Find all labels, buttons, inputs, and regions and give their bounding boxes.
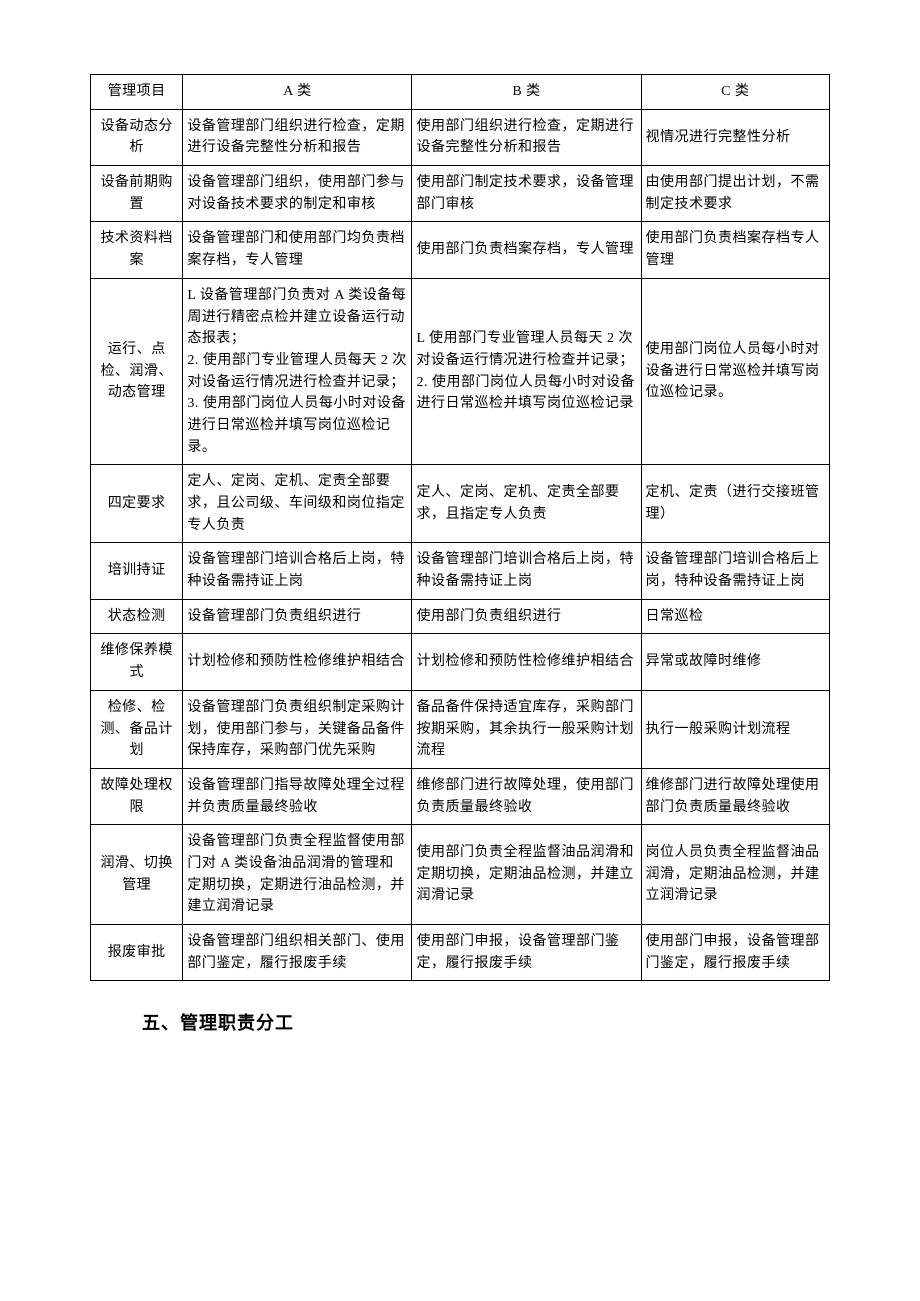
cell-a: 设备管理部门和使用部门均负责档案存档，专人管理 — [183, 222, 412, 278]
table-row: 设备前期购置设备管理部门组织，使用部门参与对设备技术要求的制定和审核使用部门制定… — [91, 166, 830, 222]
cell-b: 计划检修和预防性检修维护相结合 — [412, 634, 641, 690]
row-label: 润滑、切换管理 — [91, 825, 183, 925]
cell-a: 设备管理部门负责全程监督使用部门对 A 类设备油品润滑的管理和定期切换，定期进行… — [183, 825, 412, 925]
table-row: 运行、点检、润滑、动态管理L 设备管理部门负责对 A 类设备每周进行精密点检并建… — [91, 278, 830, 465]
row-label: 运行、点检、润滑、动态管理 — [91, 278, 183, 465]
cell-a: 设备管理部门组织进行检查，定期进行设备完整性分析和报告 — [183, 109, 412, 165]
table-row: 故障处理权限设备管理部门指导故障处理全过程并负责质量最终验收维修部门进行故障处理… — [91, 768, 830, 824]
cell-c: 日常巡检 — [641, 599, 829, 634]
cell-b: 使用部门负责档案存档，专人管理 — [412, 222, 641, 278]
table-row: 设备动态分析设备管理部门组织进行检查，定期进行设备完整性分析和报告使用部门组织进… — [91, 109, 830, 165]
cell-b: 使用部门负责组织进行 — [412, 599, 641, 634]
row-label: 四定要求 — [91, 465, 183, 543]
row-label: 维修保养模式 — [91, 634, 183, 690]
cell-b: 使用部门负责全程监督油品润滑和定期切换，定期油品检测，并建立润滑记录 — [412, 825, 641, 925]
cell-c: 使用部门申报，设备管理部门鉴定，履行报废手续 — [641, 925, 829, 981]
row-label: 故障处理权限 — [91, 768, 183, 824]
table-row: 维修保养模式计划检修和预防性检修维护相结合计划检修和预防性检修维护相结合异常或故… — [91, 634, 830, 690]
cell-b: L 使用部门专业管理人员每天 2 次对设备运行情况进行检查并记录；2. 使用部门… — [412, 278, 641, 465]
cell-a: 定人、定岗、定机、定责全部要求，且公司级、车间级和岗位指定专人负责 — [183, 465, 412, 543]
row-label: 检修、检测、备品计划 — [91, 690, 183, 768]
row-label: 技术资料档案 — [91, 222, 183, 278]
table-row: 报废审批设备管理部门组织相关部门、使用部门鉴定，履行报废手续使用部门申报，设备管… — [91, 925, 830, 981]
header-a: A 类 — [183, 75, 412, 110]
table-body: 设备动态分析设备管理部门组织进行检查，定期进行设备完整性分析和报告使用部门组织进… — [91, 109, 830, 981]
cell-b: 使用部门制定技术要求，设备管理部门审核 — [412, 166, 641, 222]
table-row: 润滑、切换管理设备管理部门负责全程监督使用部门对 A 类设备油品润滑的管理和定期… — [91, 825, 830, 925]
table-row: 四定要求定人、定岗、定机、定责全部要求，且公司级、车间级和岗位指定专人负责定人、… — [91, 465, 830, 543]
cell-a: 设备管理部门培训合格后上岗，特种设备需持证上岗 — [183, 543, 412, 599]
cell-a: L 设备管理部门负责对 A 类设备每周进行精密点检并建立设备运行动态报表；2. … — [183, 278, 412, 465]
cell-a: 设备管理部门负责组织制定采购计划，使用部门参与，关键备品备件保持库存，采购部门优… — [183, 690, 412, 768]
row-label: 培训持证 — [91, 543, 183, 599]
header-c: C 类 — [641, 75, 829, 110]
cell-c: 使用部门岗位人员每小时对设备进行日常巡检并填写岗位巡检记录。 — [641, 278, 829, 465]
table-header-row: 管理项目 A 类 B 类 C 类 — [91, 75, 830, 110]
cell-c: 设备管理部门培训合格后上岗，特种设备需持证上岗 — [641, 543, 829, 599]
row-label: 设备动态分析 — [91, 109, 183, 165]
cell-b: 设备管理部门培训合格后上岗，特种设备需持证上岗 — [412, 543, 641, 599]
cell-c: 执行一般采购计划流程 — [641, 690, 829, 768]
cell-c: 由使用部门提出计划，不需制定技术要求 — [641, 166, 829, 222]
cell-a: 计划检修和预防性检修维护相结合 — [183, 634, 412, 690]
table-row: 状态检测设备管理部门负责组织进行使用部门负责组织进行日常巡检 — [91, 599, 830, 634]
row-label: 报废审批 — [91, 925, 183, 981]
row-label: 设备前期购置 — [91, 166, 183, 222]
cell-c: 维修部门进行故障处理使用部门负责质量最终验收 — [641, 768, 829, 824]
table-row: 培训持证设备管理部门培训合格后上岗，特种设备需持证上岗设备管理部门培训合格后上岗… — [91, 543, 830, 599]
cell-c: 岗位人员负责全程监督油品润滑，定期油品检测，并建立润滑记录 — [641, 825, 829, 925]
table-row: 技术资料档案设备管理部门和使用部门均负责档案存档，专人管理使用部门负责档案存档，… — [91, 222, 830, 278]
cell-c: 视情况进行完整性分析 — [641, 109, 829, 165]
header-b: B 类 — [412, 75, 641, 110]
cell-a: 设备管理部门组织相关部门、使用部门鉴定，履行报废手续 — [183, 925, 412, 981]
cell-a: 设备管理部门指导故障处理全过程并负责质量最终验收 — [183, 768, 412, 824]
cell-b: 使用部门组织进行检查，定期进行设备完整性分析和报告 — [412, 109, 641, 165]
row-label: 状态检测 — [91, 599, 183, 634]
management-table: 管理项目 A 类 B 类 C 类 设备动态分析设备管理部门组织进行检查，定期进行… — [90, 74, 830, 981]
cell-b: 使用部门申报，设备管理部门鉴定，履行报废手续 — [412, 925, 641, 981]
cell-b: 定人、定岗、定机、定责全部要求，且指定专人负责 — [412, 465, 641, 543]
table-row: 检修、检测、备品计划设备管理部门负责组织制定采购计划，使用部门参与，关键备品备件… — [91, 690, 830, 768]
cell-c: 定机、定责（进行交接班管理） — [641, 465, 829, 543]
cell-b: 备品备件保持适宜库存，采购部门按期采购，其余执行一般采购计划流程 — [412, 690, 641, 768]
cell-b: 维修部门进行故障处理，使用部门负责质量最终验收 — [412, 768, 641, 824]
header-item: 管理项目 — [91, 75, 183, 110]
section-heading: 五、管理职责分工 — [142, 1009, 830, 1035]
cell-c: 异常或故障时维修 — [641, 634, 829, 690]
cell-a: 设备管理部门负责组织进行 — [183, 599, 412, 634]
cell-a: 设备管理部门组织，使用部门参与对设备技术要求的制定和审核 — [183, 166, 412, 222]
cell-c: 使用部门负责档案存档专人管理 — [641, 222, 829, 278]
